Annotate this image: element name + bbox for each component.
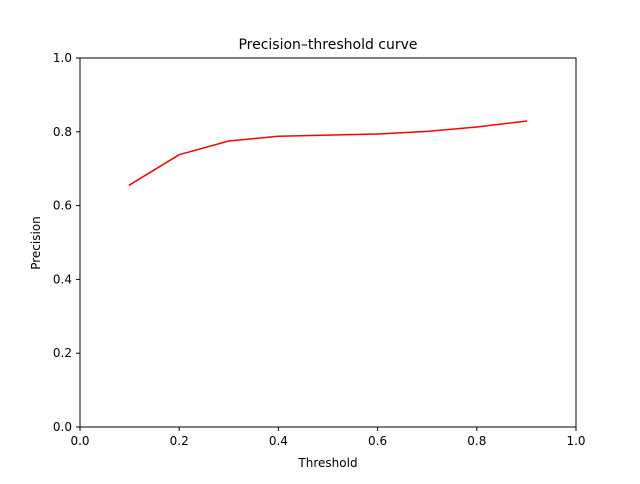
x-tick-label: 0.2 bbox=[170, 434, 189, 448]
x-tick-label: 1.0 bbox=[566, 434, 585, 448]
y-axis-label: Precision bbox=[29, 216, 43, 270]
plot-area: 0.0 0.2 0.4 0.6 0.8 1.0 0.0 0.2 0.4 0.6 0.8 1.0 bbox=[53, 51, 586, 448]
series-line bbox=[128, 120, 528, 186]
x-tick-label: 0.8 bbox=[467, 434, 486, 448]
x-axis-label: Threshold bbox=[297, 456, 357, 470]
y-tick-label: 0.0 bbox=[53, 420, 72, 434]
y-tick-label: 0.8 bbox=[53, 125, 72, 139]
axes-frame bbox=[79, 57, 577, 428]
y-tick-label: 0.4 bbox=[53, 272, 72, 286]
x-tick-label: 0.4 bbox=[269, 434, 288, 448]
x-tick-label: 0.6 bbox=[368, 434, 387, 448]
y-tick-label: 1.0 bbox=[53, 51, 72, 65]
y-tick-label: 0.2 bbox=[53, 346, 72, 360]
y-tick-label: 0.6 bbox=[53, 199, 72, 213]
x-tick-label: 0.0 bbox=[70, 434, 89, 448]
chart-title: Precision–threshold curve bbox=[238, 37, 417, 53]
